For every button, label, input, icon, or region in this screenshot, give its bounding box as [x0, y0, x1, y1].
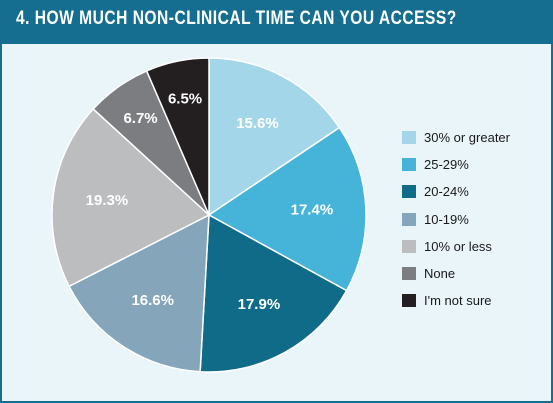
legend-item-10-or-less: 10% or less [402, 233, 510, 260]
legend-swatch [402, 294, 416, 308]
legend-swatch [402, 131, 416, 145]
chart-legend: 30% or greater 25-29% 20-24% 10-19% 10% or l… [402, 124, 510, 314]
slice-value-label-10-19: 16.6% [131, 292, 174, 309]
pie-slice-10-or-less [51, 107, 211, 288]
legend-item-i-m-not-sure: I'm not sure [402, 287, 510, 314]
legend-label: I'm not sure [424, 293, 492, 309]
legend-swatch [402, 158, 416, 172]
pie-chart: 15.6% 17.4% 17.9% 16.6% 19.3% 6.7% 6.5% [51, 57, 367, 373]
legend-swatch [402, 267, 416, 281]
legend-label: 20-24% [424, 184, 469, 200]
slice-value-label-20-24: 17.9% [238, 296, 281, 313]
pie-slice-i-m-not-sure [145, 57, 210, 216]
legend-swatch [402, 185, 416, 199]
legend-item-20-24: 20-24% [402, 178, 510, 205]
chart-title: 4. HOW MUCH NON-CLINICAL TIME CAN YOU AC… [16, 8, 457, 29]
legend-label: 25-29% [424, 157, 469, 173]
slice-value-label-10-or-less: 19.3% [86, 192, 129, 209]
legend-swatch [402, 212, 416, 226]
legend-label: 10% or less [424, 238, 492, 254]
slice-value-label-i-m-not-sure: 6.5% [168, 90, 202, 107]
legend-label: 10-19% [424, 211, 469, 227]
pie-slice-10-19 [68, 213, 210, 373]
legend-item-25-29: 25-29% [402, 151, 510, 178]
pie-slice-25-29 [207, 126, 367, 292]
legend-item-10-19: 10-19% [402, 206, 510, 233]
legend-swatch [402, 239, 416, 253]
slice-value-label-25-29: 17.4% [291, 201, 334, 218]
slice-value-label-none: 6.7% [123, 110, 157, 127]
legend-item-30-or-greater: 30% or greater [402, 124, 510, 151]
slice-value-label-30-or-greater: 15.6% [236, 115, 279, 132]
legend-label: 30% or greater [424, 130, 510, 146]
legend-item-none: None [402, 260, 510, 287]
pie-slice-20-24 [199, 213, 348, 373]
legend-label: None [424, 266, 456, 282]
pie-slice-30-or-greater [208, 57, 341, 217]
chart-title-bar: 4. HOW MUCH NON-CLINICAL TIME CAN YOU AC… [2, 0, 553, 44]
